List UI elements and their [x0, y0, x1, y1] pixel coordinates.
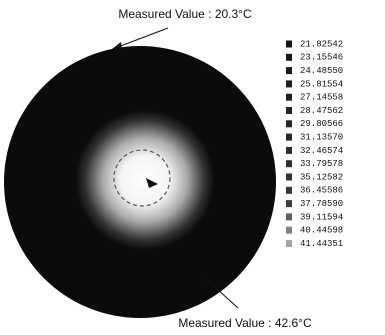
- legend-swatch: [286, 41, 292, 48]
- legend-label: 39.11594: [300, 212, 343, 222]
- legend-swatch: [286, 94, 292, 101]
- legend-swatch: [286, 107, 292, 114]
- legend-swatch: [286, 134, 292, 141]
- legend-swatch: [286, 200, 292, 207]
- legend-label: 21.82542: [300, 39, 343, 49]
- top-annotation: Measured Value : 20.3°C: [118, 7, 252, 21]
- legend-label: 40.44598: [300, 226, 343, 236]
- legend-label: 28.47562: [300, 106, 343, 116]
- legend-label: 35.12582: [300, 172, 343, 182]
- legend-label: 24.48550: [300, 66, 343, 76]
- legend-label: 37.78590: [300, 199, 343, 209]
- legend-label: 32.46574: [300, 146, 343, 156]
- legend-swatch: [286, 67, 292, 74]
- legend-label: 33.79578: [300, 159, 343, 169]
- legend-label: 25.81554: [300, 79, 343, 89]
- legend-swatch: [286, 80, 292, 87]
- top-arrow: [118, 28, 168, 47]
- legend: 21.82542 23.15546 24.48550 25.81554 27.14558…: [286, 39, 343, 249]
- legend-swatch: [286, 227, 292, 234]
- legend-label: 29.80566: [300, 119, 343, 129]
- legend-label: 27.14558: [300, 93, 343, 103]
- legend-swatch: [286, 213, 292, 220]
- legend-swatch: [286, 160, 292, 167]
- legend-label: 36.45586: [300, 186, 343, 196]
- legend-swatch: [286, 147, 292, 154]
- thermal-figure: Measured Value : 20.3°C Measured Value :…: [0, 0, 385, 335]
- legend-label: 41.44351: [300, 239, 343, 249]
- legend-swatch: [286, 240, 292, 247]
- bottom-annotation: Measured Value : 42.6°C: [178, 316, 312, 330]
- legend-swatch: [286, 120, 292, 127]
- legend-label: 31.13570: [300, 132, 343, 142]
- hot-spot: [75, 110, 215, 250]
- top-arrowhead: [112, 42, 122, 50]
- legend-swatch: [286, 54, 292, 61]
- legend-swatch: [286, 174, 292, 181]
- legend-swatch: [286, 187, 292, 194]
- legend-label: 23.15546: [300, 53, 343, 63]
